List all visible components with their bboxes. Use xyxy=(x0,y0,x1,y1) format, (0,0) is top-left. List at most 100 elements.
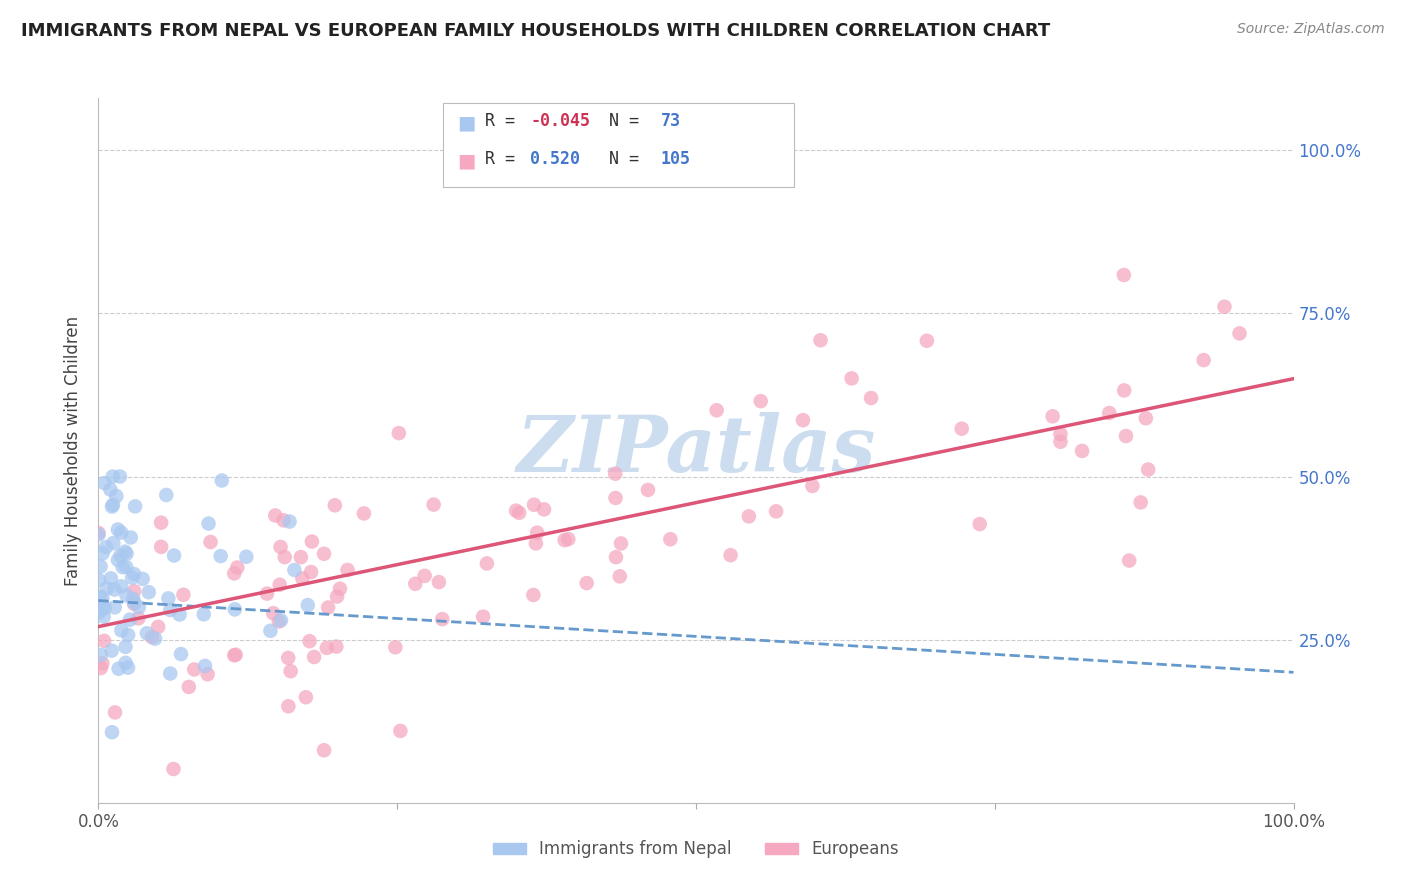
Point xyxy=(226,560,249,574)
Point xyxy=(1118,553,1140,567)
Point xyxy=(118,613,141,627)
Point xyxy=(128,600,150,615)
Point xyxy=(609,569,631,583)
Point xyxy=(110,549,132,563)
Point xyxy=(841,371,863,385)
Point xyxy=(389,723,412,738)
Point xyxy=(110,624,132,638)
Point xyxy=(533,502,555,516)
Point xyxy=(1229,326,1251,341)
Point xyxy=(605,491,627,505)
Point xyxy=(792,413,814,427)
Point xyxy=(388,426,411,441)
Point xyxy=(323,499,346,513)
Point xyxy=(554,533,576,548)
Point xyxy=(738,509,761,524)
Point xyxy=(163,549,186,563)
Point xyxy=(105,489,128,503)
Point xyxy=(1137,462,1160,476)
Point xyxy=(312,547,335,561)
Point xyxy=(115,560,138,574)
Point xyxy=(93,609,115,624)
Point xyxy=(605,550,627,565)
Point xyxy=(860,391,883,405)
Text: 105: 105 xyxy=(661,150,690,168)
Point xyxy=(270,540,292,554)
Point xyxy=(141,630,163,644)
Point xyxy=(117,628,139,642)
Text: -0.045: -0.045 xyxy=(530,112,591,129)
Point xyxy=(291,571,314,585)
Point xyxy=(720,548,742,562)
Point xyxy=(94,540,117,554)
Point xyxy=(224,648,246,663)
Point xyxy=(224,566,246,581)
Text: R =: R = xyxy=(485,112,524,129)
Point xyxy=(432,612,454,626)
Text: 73: 73 xyxy=(661,112,681,129)
Point xyxy=(277,651,299,665)
Point xyxy=(329,582,352,596)
Point xyxy=(505,503,527,517)
Point xyxy=(150,540,173,554)
Point xyxy=(264,508,287,523)
Point xyxy=(104,600,127,615)
Point xyxy=(267,615,290,629)
Point xyxy=(90,648,112,662)
Point xyxy=(472,609,495,624)
Point xyxy=(1115,429,1137,443)
Point xyxy=(115,547,138,561)
Point xyxy=(413,569,436,583)
Point xyxy=(131,572,153,586)
Point xyxy=(124,500,146,514)
Point xyxy=(107,662,129,676)
Point xyxy=(91,657,114,671)
Point xyxy=(526,525,548,540)
Point xyxy=(326,590,349,604)
Text: N =: N = xyxy=(609,150,648,168)
Point xyxy=(93,476,115,491)
Point xyxy=(427,575,450,590)
Legend: Immigrants from Nepal, Europeans: Immigrants from Nepal, Europeans xyxy=(486,834,905,865)
Point xyxy=(508,506,530,520)
Point xyxy=(200,535,222,549)
Point xyxy=(127,611,149,625)
Point xyxy=(325,640,347,654)
Point xyxy=(87,606,110,620)
Point xyxy=(765,504,787,518)
Point xyxy=(172,588,194,602)
Point xyxy=(810,333,832,347)
Point xyxy=(110,579,132,593)
Point xyxy=(103,536,125,550)
Point xyxy=(801,479,824,493)
Point xyxy=(169,607,191,622)
Point xyxy=(197,667,219,681)
Point xyxy=(115,588,138,602)
Point xyxy=(235,549,257,564)
Point xyxy=(298,634,321,648)
Point xyxy=(312,743,335,757)
Text: IMMIGRANTS FROM NEPAL VS EUROPEAN FAMILY HOUSEHOLDS WITH CHILDREN CORRELATION CH: IMMIGRANTS FROM NEPAL VS EUROPEAN FAMILY… xyxy=(21,22,1050,40)
Point xyxy=(384,640,406,655)
Point xyxy=(283,563,305,577)
Point xyxy=(197,516,219,531)
Point xyxy=(194,659,217,673)
Point xyxy=(274,550,297,565)
Text: Source: ZipAtlas.com: Source: ZipAtlas.com xyxy=(1237,22,1385,37)
Point xyxy=(150,516,173,530)
Point xyxy=(262,606,284,620)
Point xyxy=(94,601,117,615)
Point xyxy=(114,544,136,558)
Point xyxy=(270,613,292,627)
Point xyxy=(90,559,112,574)
Point xyxy=(100,643,122,657)
Point xyxy=(315,640,337,655)
Point xyxy=(295,690,318,705)
Point xyxy=(209,549,232,563)
Point xyxy=(90,661,112,675)
Point xyxy=(302,650,325,665)
Point xyxy=(177,680,200,694)
Point xyxy=(475,557,498,571)
Point xyxy=(523,498,546,512)
Point xyxy=(104,706,127,720)
